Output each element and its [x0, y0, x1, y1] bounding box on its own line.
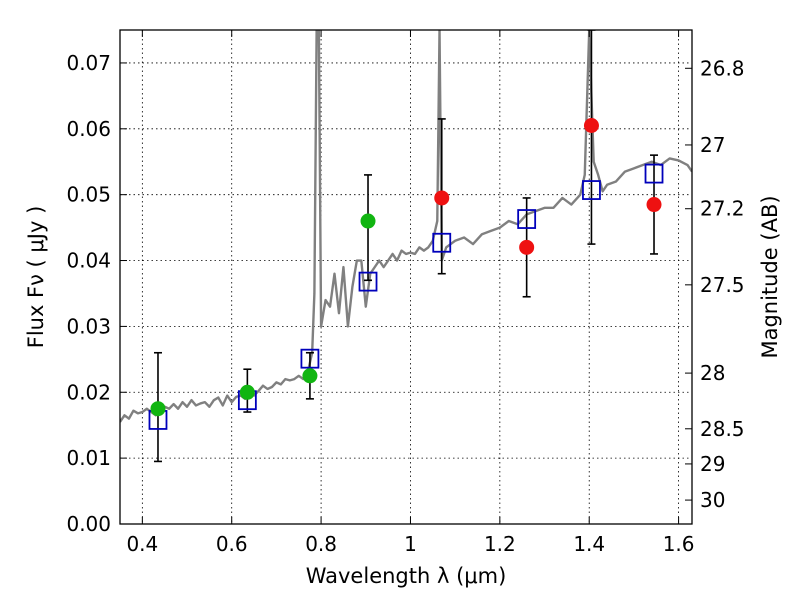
y-tick-label: 0.05	[66, 183, 111, 207]
y2-tick-labels: 26.8 27 27.2 27.5 28 28.5 29 30	[700, 56, 745, 512]
y2-tick-label: 29	[700, 452, 725, 476]
y-tick-labels: 0.00 0.01 0.02 0.03 0.04 0.05 0.06 0.07	[66, 51, 111, 536]
observed-point	[360, 213, 376, 229]
model-square	[358, 271, 378, 292]
observed-point	[519, 239, 535, 255]
observed-point	[302, 368, 318, 384]
model-square	[644, 163, 664, 184]
y-axis-title: Flux Fν ( μJy )	[24, 206, 48, 349]
model-square	[432, 232, 452, 253]
x-tick-label: 1.2	[484, 532, 516, 556]
model-photometry	[148, 163, 664, 430]
spectrum-line	[120, 30, 692, 423]
y2-tick-label: 27.2	[700, 197, 745, 221]
x-tick-label: 0.4	[126, 532, 158, 556]
y-tick-label: 0.00	[66, 512, 111, 536]
observed-point	[239, 384, 255, 400]
model-square	[582, 180, 601, 200]
y2-tick-label: 30	[700, 488, 725, 512]
model-square	[300, 348, 320, 369]
x-tick-label: 1.6	[663, 532, 695, 556]
axis-ticks	[120, 30, 692, 525]
y-tick-label: 0.04	[66, 249, 111, 273]
y2-tick-label: 26.8	[700, 56, 745, 80]
x-axis-title: Wavelength λ (μm)	[306, 564, 507, 588]
y-tick-label: 0.03	[66, 314, 111, 338]
observed-photometry	[150, 118, 662, 417]
y-tick-label: 0.02	[66, 380, 111, 404]
y2-tick-label: 27	[700, 133, 725, 157]
y2-tick-label: 28.5	[700, 417, 745, 441]
y2-tick-label: 28	[700, 361, 725, 385]
observed-point	[434, 190, 450, 206]
model-square	[517, 209, 537, 229]
y-tick-label: 0.01	[66, 446, 111, 470]
plot-background	[120, 30, 692, 524]
observed-point	[583, 118, 599, 134]
x-tick-label: 1	[404, 532, 417, 556]
x-tick-labels: 0.4 0.6 0.8 1 1.2 1.4 1.6	[126, 532, 694, 556]
x-tick-label: 0.6	[216, 532, 248, 556]
plot-frame	[119, 29, 693, 525]
y2-axis-title: Magnitude (AB)	[758, 195, 782, 358]
x-tick-label: 1.4	[573, 532, 605, 556]
y-tick-label: 0.06	[66, 117, 111, 141]
y-tick-label: 0.07	[66, 51, 111, 75]
observed-point	[150, 401, 166, 417]
x-tick-label: 0.8	[305, 532, 337, 556]
y2-tick-label: 27.5	[700, 273, 745, 297]
observed-point	[646, 197, 662, 213]
